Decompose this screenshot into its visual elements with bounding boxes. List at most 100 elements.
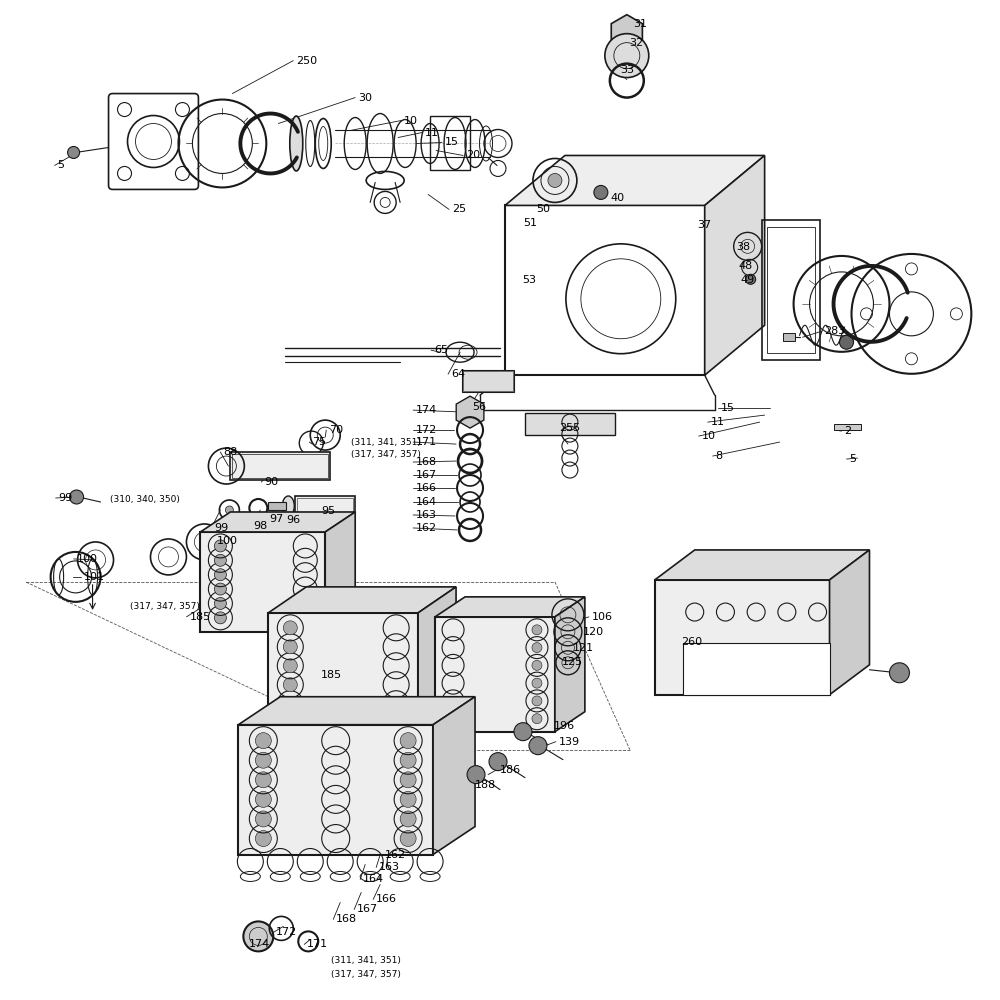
Circle shape [255, 791, 271, 807]
Ellipse shape [282, 496, 294, 516]
Text: 163: 163 [379, 862, 400, 872]
Text: 166: 166 [376, 894, 397, 904]
Circle shape [467, 766, 485, 784]
Text: 171: 171 [416, 437, 437, 447]
Text: 98: 98 [253, 521, 268, 531]
Text: 31: 31 [633, 19, 647, 29]
Text: 260: 260 [681, 637, 702, 647]
Circle shape [605, 34, 649, 78]
Text: 121: 121 [573, 643, 594, 653]
Text: 48: 48 [739, 261, 753, 271]
Circle shape [400, 772, 416, 788]
Circle shape [746, 274, 756, 284]
Text: 97: 97 [269, 514, 284, 524]
Bar [200, 532, 325, 632]
Text: 8: 8 [716, 451, 723, 461]
Text: 188: 188 [475, 780, 496, 790]
Polygon shape [418, 587, 456, 738]
Polygon shape [611, 15, 642, 51]
Text: 139: 139 [559, 737, 580, 747]
Text: 10: 10 [404, 116, 418, 126]
Bar [297, 498, 353, 514]
Text: 11: 11 [425, 128, 439, 138]
Text: 33: 33 [620, 65, 634, 75]
Circle shape [255, 831, 271, 847]
Circle shape [283, 659, 297, 673]
Text: (317, 347, 357): (317, 347, 357) [331, 970, 401, 979]
Circle shape [548, 173, 562, 187]
Text: 15: 15 [445, 137, 459, 147]
Circle shape [283, 678, 297, 692]
Bar [430, 116, 470, 170]
Circle shape [532, 660, 542, 670]
Text: 100: 100 [77, 554, 98, 564]
Text: 99: 99 [214, 523, 229, 533]
Text: 96: 96 [286, 515, 300, 525]
Circle shape [532, 714, 542, 724]
Text: 32: 32 [629, 38, 643, 48]
Polygon shape [505, 155, 765, 205]
Text: 164: 164 [416, 497, 437, 507]
Circle shape [214, 597, 226, 609]
Text: 95: 95 [321, 506, 335, 516]
Text: 166: 166 [416, 483, 437, 493]
Bar [525, 413, 615, 435]
FancyBboxPatch shape [109, 94, 198, 189]
Circle shape [255, 733, 271, 749]
Text: 40: 40 [611, 193, 625, 203]
Polygon shape [200, 512, 355, 532]
Text: 174: 174 [248, 939, 270, 949]
Bar [230, 452, 330, 480]
Text: 11: 11 [711, 417, 725, 427]
Text: 50: 50 [536, 204, 550, 214]
Polygon shape [830, 550, 869, 695]
Bar [238, 725, 433, 855]
Text: 167: 167 [416, 470, 437, 480]
Text: (311, 341, 351): (311, 341, 351) [351, 438, 421, 447]
Circle shape [400, 752, 416, 768]
Circle shape [214, 612, 226, 624]
Polygon shape [655, 550, 869, 580]
Text: 15: 15 [721, 403, 735, 413]
Text: 38: 38 [737, 242, 751, 252]
Bar [683, 643, 830, 695]
Text: 100: 100 [216, 536, 237, 546]
Text: 162: 162 [385, 850, 406, 860]
Text: (317, 347, 357): (317, 347, 357) [130, 602, 199, 611]
Circle shape [532, 625, 542, 635]
Ellipse shape [290, 116, 303, 171]
Text: (310, 340, 350): (310, 340, 350) [110, 495, 179, 504]
Bar [762, 220, 820, 360]
Text: 164: 164 [363, 874, 384, 884]
Text: 174: 174 [416, 405, 437, 415]
Circle shape [400, 831, 416, 847]
Polygon shape [555, 597, 585, 732]
Circle shape [214, 554, 226, 566]
Text: 101: 101 [84, 572, 105, 582]
Text: 5: 5 [58, 160, 65, 170]
Bar [295, 496, 355, 516]
Polygon shape [435, 597, 585, 617]
Text: 25: 25 [452, 204, 466, 214]
Bar [463, 371, 513, 391]
Bar [232, 454, 328, 478]
Circle shape [283, 621, 297, 635]
Circle shape [70, 490, 84, 504]
Polygon shape [268, 587, 456, 613]
Text: 171: 171 [307, 939, 328, 949]
Bar [268, 502, 286, 510]
Circle shape [68, 146, 80, 158]
Text: 2: 2 [845, 426, 852, 436]
Bar [834, 424, 861, 430]
Text: 70: 70 [329, 425, 343, 435]
Circle shape [400, 733, 416, 749]
Text: 250: 250 [296, 56, 317, 66]
Text: 20: 20 [466, 150, 480, 160]
Circle shape [889, 663, 909, 683]
Bar [655, 580, 830, 695]
Polygon shape [505, 205, 705, 375]
Circle shape [243, 921, 273, 951]
Polygon shape [325, 512, 355, 632]
Text: 5: 5 [850, 454, 857, 464]
Text: 10: 10 [702, 431, 716, 441]
